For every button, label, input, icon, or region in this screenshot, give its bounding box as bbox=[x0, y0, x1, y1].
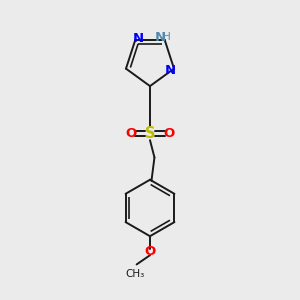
Text: N: N bbox=[155, 31, 166, 44]
Text: N: N bbox=[133, 32, 144, 44]
Text: O: O bbox=[164, 127, 175, 140]
Text: CH₃: CH₃ bbox=[125, 269, 145, 279]
Text: O: O bbox=[125, 127, 136, 140]
Text: S: S bbox=[145, 126, 155, 141]
Text: O: O bbox=[144, 245, 156, 258]
Text: H: H bbox=[163, 32, 171, 42]
Text: N: N bbox=[165, 64, 176, 76]
